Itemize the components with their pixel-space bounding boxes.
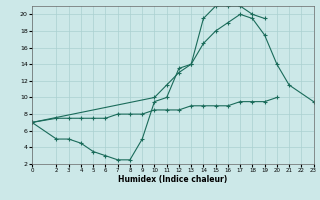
X-axis label: Humidex (Indice chaleur): Humidex (Indice chaleur) xyxy=(118,175,228,184)
